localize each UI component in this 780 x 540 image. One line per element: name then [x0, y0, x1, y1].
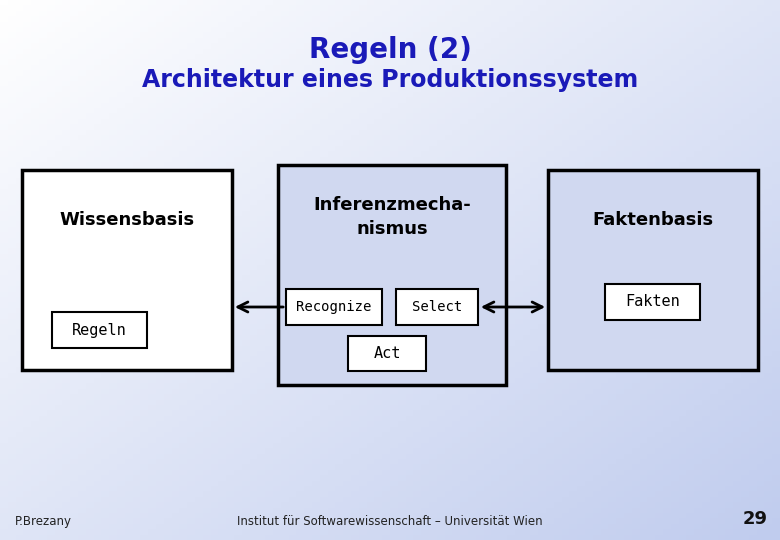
Text: Regeln (2): Regeln (2) [309, 36, 471, 64]
Text: Select: Select [412, 300, 462, 314]
Text: Wissensbasis: Wissensbasis [59, 211, 194, 229]
Text: Recognize: Recognize [296, 300, 372, 314]
Text: Institut für Softwarewissenschaft – Universität Wien: Institut für Softwarewissenschaft – Univ… [237, 515, 543, 528]
Text: Regeln: Regeln [72, 322, 127, 338]
Bar [278, 165, 506, 385]
Text: Fakten: Fakten [625, 294, 680, 309]
Text: Act: Act [374, 346, 401, 361]
Bar [22, 170, 232, 370]
Bar [52, 312, 147, 348]
Bar [348, 336, 426, 371]
Text: Inferenzmecha-
nismus: Inferenzmecha- nismus [313, 196, 471, 238]
Bar [286, 289, 382, 325]
Text: P.Brezany: P.Brezany [15, 515, 72, 528]
Bar [548, 170, 758, 370]
Bar [396, 289, 478, 325]
Text: Faktenbasis: Faktenbasis [593, 211, 714, 229]
Text: 29: 29 [743, 510, 768, 528]
Text: Architektur eines Produktionssystem: Architektur eines Produktionssystem [142, 68, 638, 92]
Bar [605, 284, 700, 320]
